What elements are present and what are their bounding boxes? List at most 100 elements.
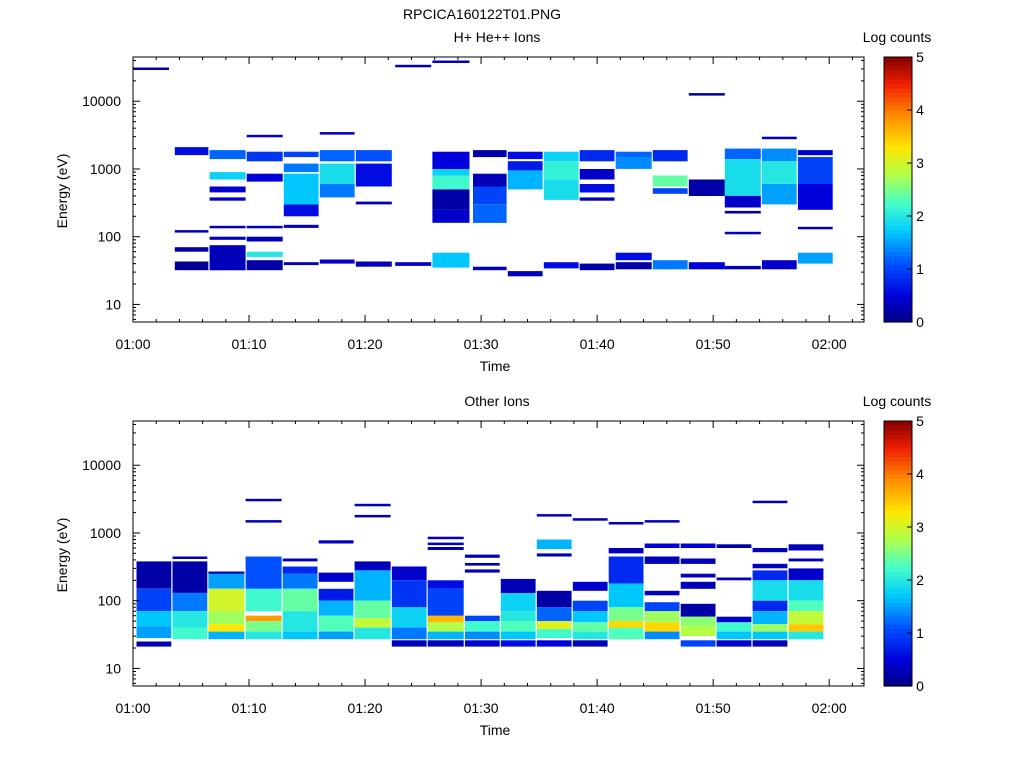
- colorbar-swatch: [884, 193, 912, 199]
- heatmap-cell: [208, 588, 245, 612]
- colorbar-tick-label: 0: [916, 678, 924, 694]
- heatmap-cell: [427, 536, 464, 540]
- heatmap-cell: [797, 157, 833, 184]
- heatmap-cell: [752, 563, 788, 569]
- heatmap-cell: [246, 173, 283, 182]
- heatmap-cell: [579, 184, 615, 193]
- heatmap-cell: [536, 629, 572, 639]
- heatmap-cell: [209, 197, 246, 201]
- heatmap-cell: [133, 67, 169, 70]
- y-axis-label: Energy (eV): [54, 154, 70, 229]
- heatmap-cell: [319, 184, 355, 198]
- heatmap-cell: [543, 151, 579, 162]
- colorbar-swatch: [884, 233, 912, 239]
- heatmap-cell: [473, 173, 507, 187]
- heatmap-cell: [752, 640, 788, 647]
- heatmap-cell: [245, 615, 282, 622]
- heatmap-cell: [172, 611, 208, 628]
- colorbar-tick-label: 0: [916, 314, 924, 330]
- heatmap-cell: [464, 563, 500, 566]
- heatmap-cell: [788, 544, 824, 551]
- colorbar-swatch: [884, 522, 912, 528]
- heatmap-cell: [354, 503, 391, 507]
- x-tick-label: 01:40: [580, 700, 615, 716]
- colorbar-swatch: [884, 242, 912, 248]
- heatmap-cell: [680, 558, 716, 564]
- heatmap-cell: [208, 631, 245, 640]
- colorbar-swatch: [884, 264, 912, 270]
- colorbar-tick-label: 5: [916, 413, 924, 429]
- colorbar-tick-label: 5: [916, 49, 924, 65]
- colorbar-swatch: [884, 434, 912, 440]
- heatmap-cell: [615, 252, 652, 261]
- heatmap-cell: [752, 580, 788, 601]
- heatmap-cell: [208, 573, 245, 589]
- y-tick-label: 1000: [90, 525, 121, 541]
- colorbar-swatch: [884, 110, 912, 116]
- heatmap-cell: [282, 558, 318, 562]
- colorbar-swatch: [884, 655, 912, 661]
- heatmap-cell: [172, 561, 208, 593]
- colorbar-swatch: [884, 176, 912, 182]
- heatmap-cell: [282, 566, 318, 574]
- colorbar-swatch: [884, 83, 912, 89]
- heatmap-cell: [536, 621, 572, 630]
- heatmap-cell: [174, 147, 209, 156]
- heatmap-cell: [724, 231, 761, 235]
- heatmap-cell: [432, 169, 470, 176]
- colorbar-swatch: [884, 544, 912, 550]
- colorbar-swatch: [884, 504, 912, 510]
- heatmap-cell: [245, 631, 282, 640]
- heatmap-cell: [644, 611, 680, 623]
- colorbar-tick-label: 4: [916, 102, 924, 118]
- colorbar-swatch: [884, 171, 912, 177]
- heatmap-cell: [136, 561, 172, 589]
- colorbar-swatch: [884, 566, 912, 572]
- colorbar-swatch: [884, 465, 912, 471]
- x-tick-label: 02:00: [812, 700, 847, 716]
- heatmap-cell: [432, 60, 470, 63]
- colorbar-swatch: [884, 633, 912, 639]
- heatmap-cell: [427, 542, 464, 546]
- heatmap-cell: [788, 568, 824, 581]
- heatmap-cell: [752, 624, 788, 632]
- colorbar-swatch: [884, 180, 912, 186]
- heatmap-cell: [644, 631, 680, 640]
- heatmap-cell: [318, 540, 354, 544]
- heatmap-cell: [688, 93, 725, 96]
- colorbar-label: Log counts: [863, 393, 932, 409]
- heatmap-cell: [283, 204, 319, 217]
- panel-other-ions: Other Ions Time Energy (eV) Log counts 0…: [54, 393, 931, 738]
- heatmap-cell: [615, 157, 652, 169]
- heatmap-cell: [752, 570, 788, 581]
- colorbar-swatch: [884, 207, 912, 213]
- heatmap-cell: [644, 590, 680, 596]
- colorbar-swatch: [884, 202, 912, 208]
- heatmap-cell: [355, 261, 392, 267]
- heatmap-cell: [246, 260, 283, 271]
- colorbar-swatch: [884, 299, 912, 305]
- colorbar-swatch: [884, 273, 912, 279]
- heatmap-cell: [724, 159, 761, 196]
- colorbar: 0 1 2 3 4 5: [883, 413, 924, 694]
- colorbar-swatch: [884, 189, 912, 195]
- heatmap-cell: [432, 252, 470, 268]
- heatmap-cell: [500, 578, 536, 593]
- heatmap-cell: [572, 518, 608, 521]
- colorbar-swatch: [884, 456, 912, 462]
- figure-title: RPCICA160122T01.PNG: [403, 6, 561, 22]
- heatmap-cell: [391, 580, 427, 608]
- heatmap-cell: [282, 588, 318, 612]
- x-tick-label: 01:20: [348, 700, 383, 716]
- heatmap-cell: [427, 580, 464, 589]
- heatmap-cell: [245, 556, 282, 589]
- heatmap-cell: [391, 566, 427, 581]
- heatmap-cell: [716, 577, 752, 581]
- colorbar-swatch: [884, 615, 912, 621]
- heatmap-cell: [136, 611, 172, 627]
- heatmap-cell: [395, 64, 432, 68]
- colorbar-swatch: [884, 317, 912, 323]
- colorbar-swatch: [884, 70, 912, 76]
- heatmap-cell: [464, 569, 500, 573]
- heatmap-cell: [761, 136, 797, 140]
